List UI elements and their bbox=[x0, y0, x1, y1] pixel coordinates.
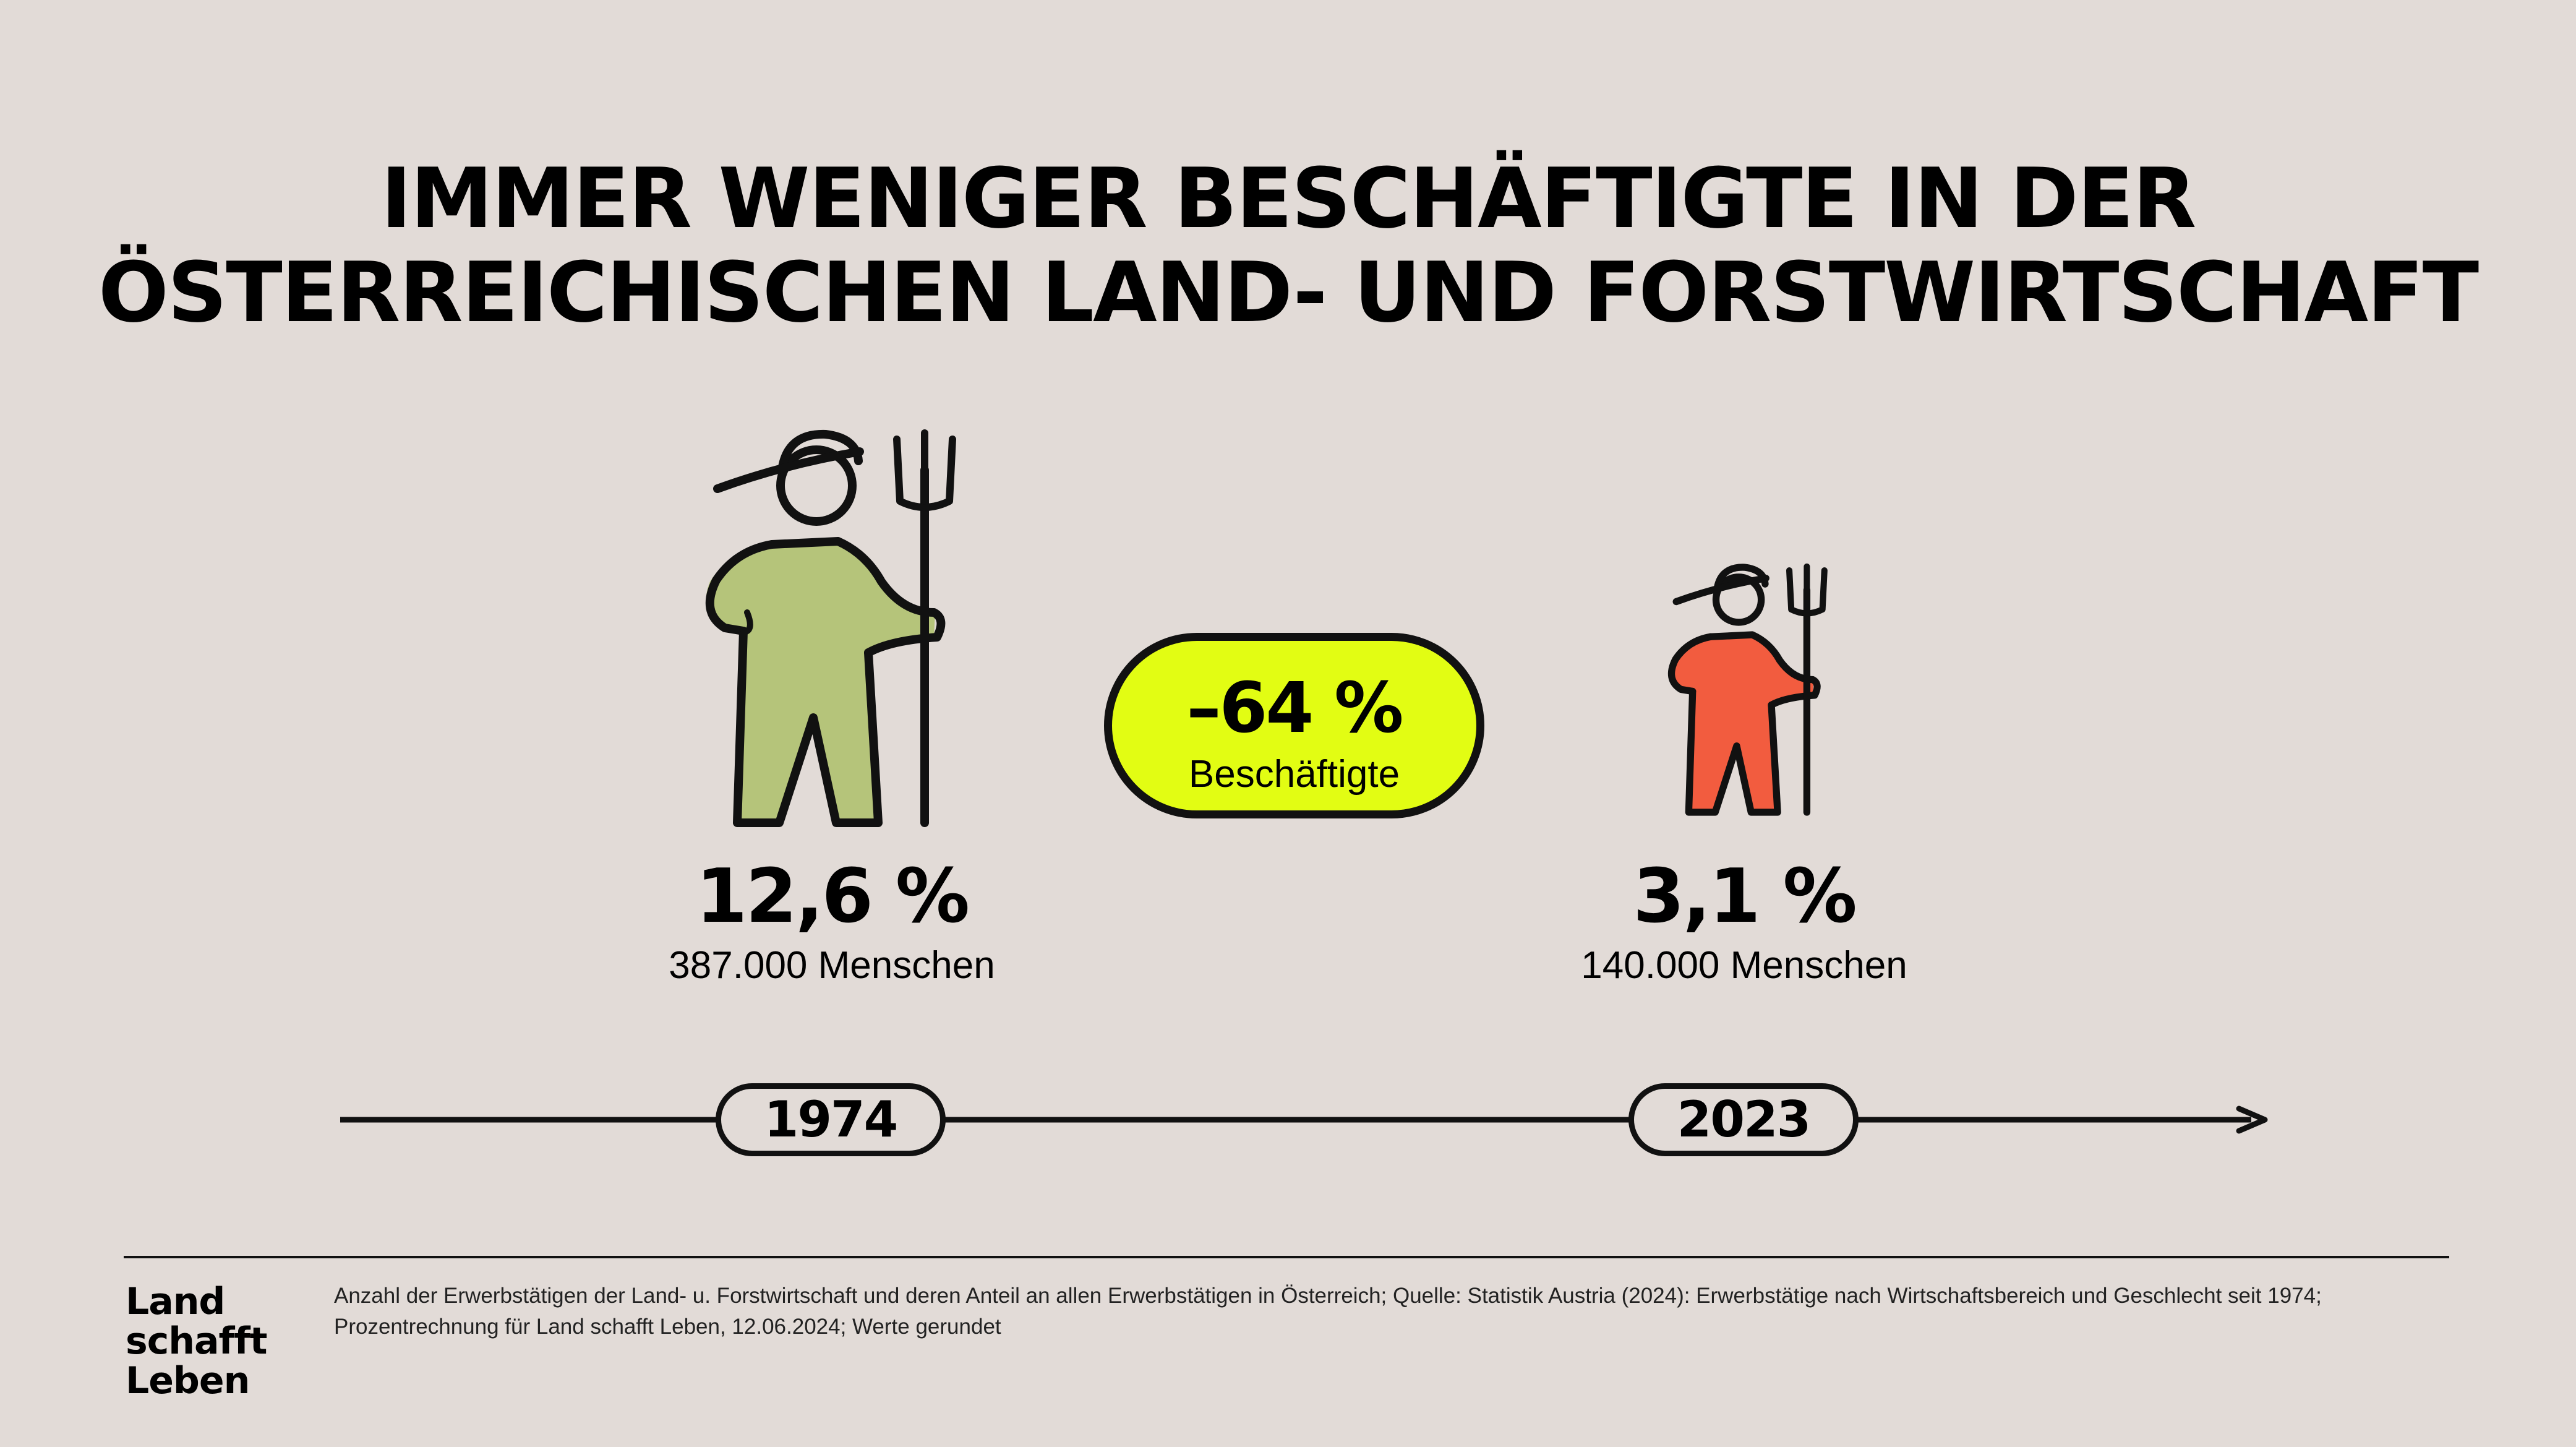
change-value: –64 % bbox=[1186, 668, 1403, 749]
footer-divider bbox=[124, 1256, 2449, 1258]
logo-line-1: Land bbox=[126, 1280, 225, 1323]
change-badge: –64 % Beschäftigte bbox=[1104, 633, 1484, 818]
timeline-axis bbox=[340, 1106, 2268, 1134]
share-2023: 3,1 % bbox=[1633, 854, 1857, 940]
figure-2023-body bbox=[1669, 632, 1814, 812]
figure-1974-body bbox=[706, 538, 935, 823]
people-2023: 140.000 Menschen bbox=[1581, 944, 1907, 987]
chart-title: IMMER WENIGER BESCHÄFTIGTE IN DER ÖSTERR… bbox=[0, 152, 2576, 340]
arrow-right-icon bbox=[2236, 1106, 2268, 1134]
brand-logo: Land schafft Leben bbox=[126, 1282, 267, 1401]
people-1974: 387.000 Menschen bbox=[669, 944, 995, 987]
farmer-1974-icon bbox=[705, 429, 956, 827]
change-label: Beschäftigte bbox=[1188, 753, 1400, 796]
share-1974: 12,6 % bbox=[695, 854, 970, 940]
logo-line-3: Leben bbox=[126, 1359, 250, 1402]
year-1974-label: 1974 bbox=[716, 1083, 946, 1156]
farmer-2023-icon bbox=[1667, 563, 1828, 816]
year-2023-label: 2023 bbox=[1628, 1083, 1859, 1156]
source-note: Anzahl der Erwerbstätigen der Land- u. F… bbox=[334, 1284, 2322, 1339]
logo-line-2: schafft bbox=[126, 1320, 267, 1363]
title-line-2: ÖSTERREICHISCHEN LAND- UND FORSTWIRTSCHA… bbox=[98, 244, 2479, 341]
title-line-1: IMMER WENIGER BESCHÄFTIGTE IN DER bbox=[380, 150, 2197, 247]
